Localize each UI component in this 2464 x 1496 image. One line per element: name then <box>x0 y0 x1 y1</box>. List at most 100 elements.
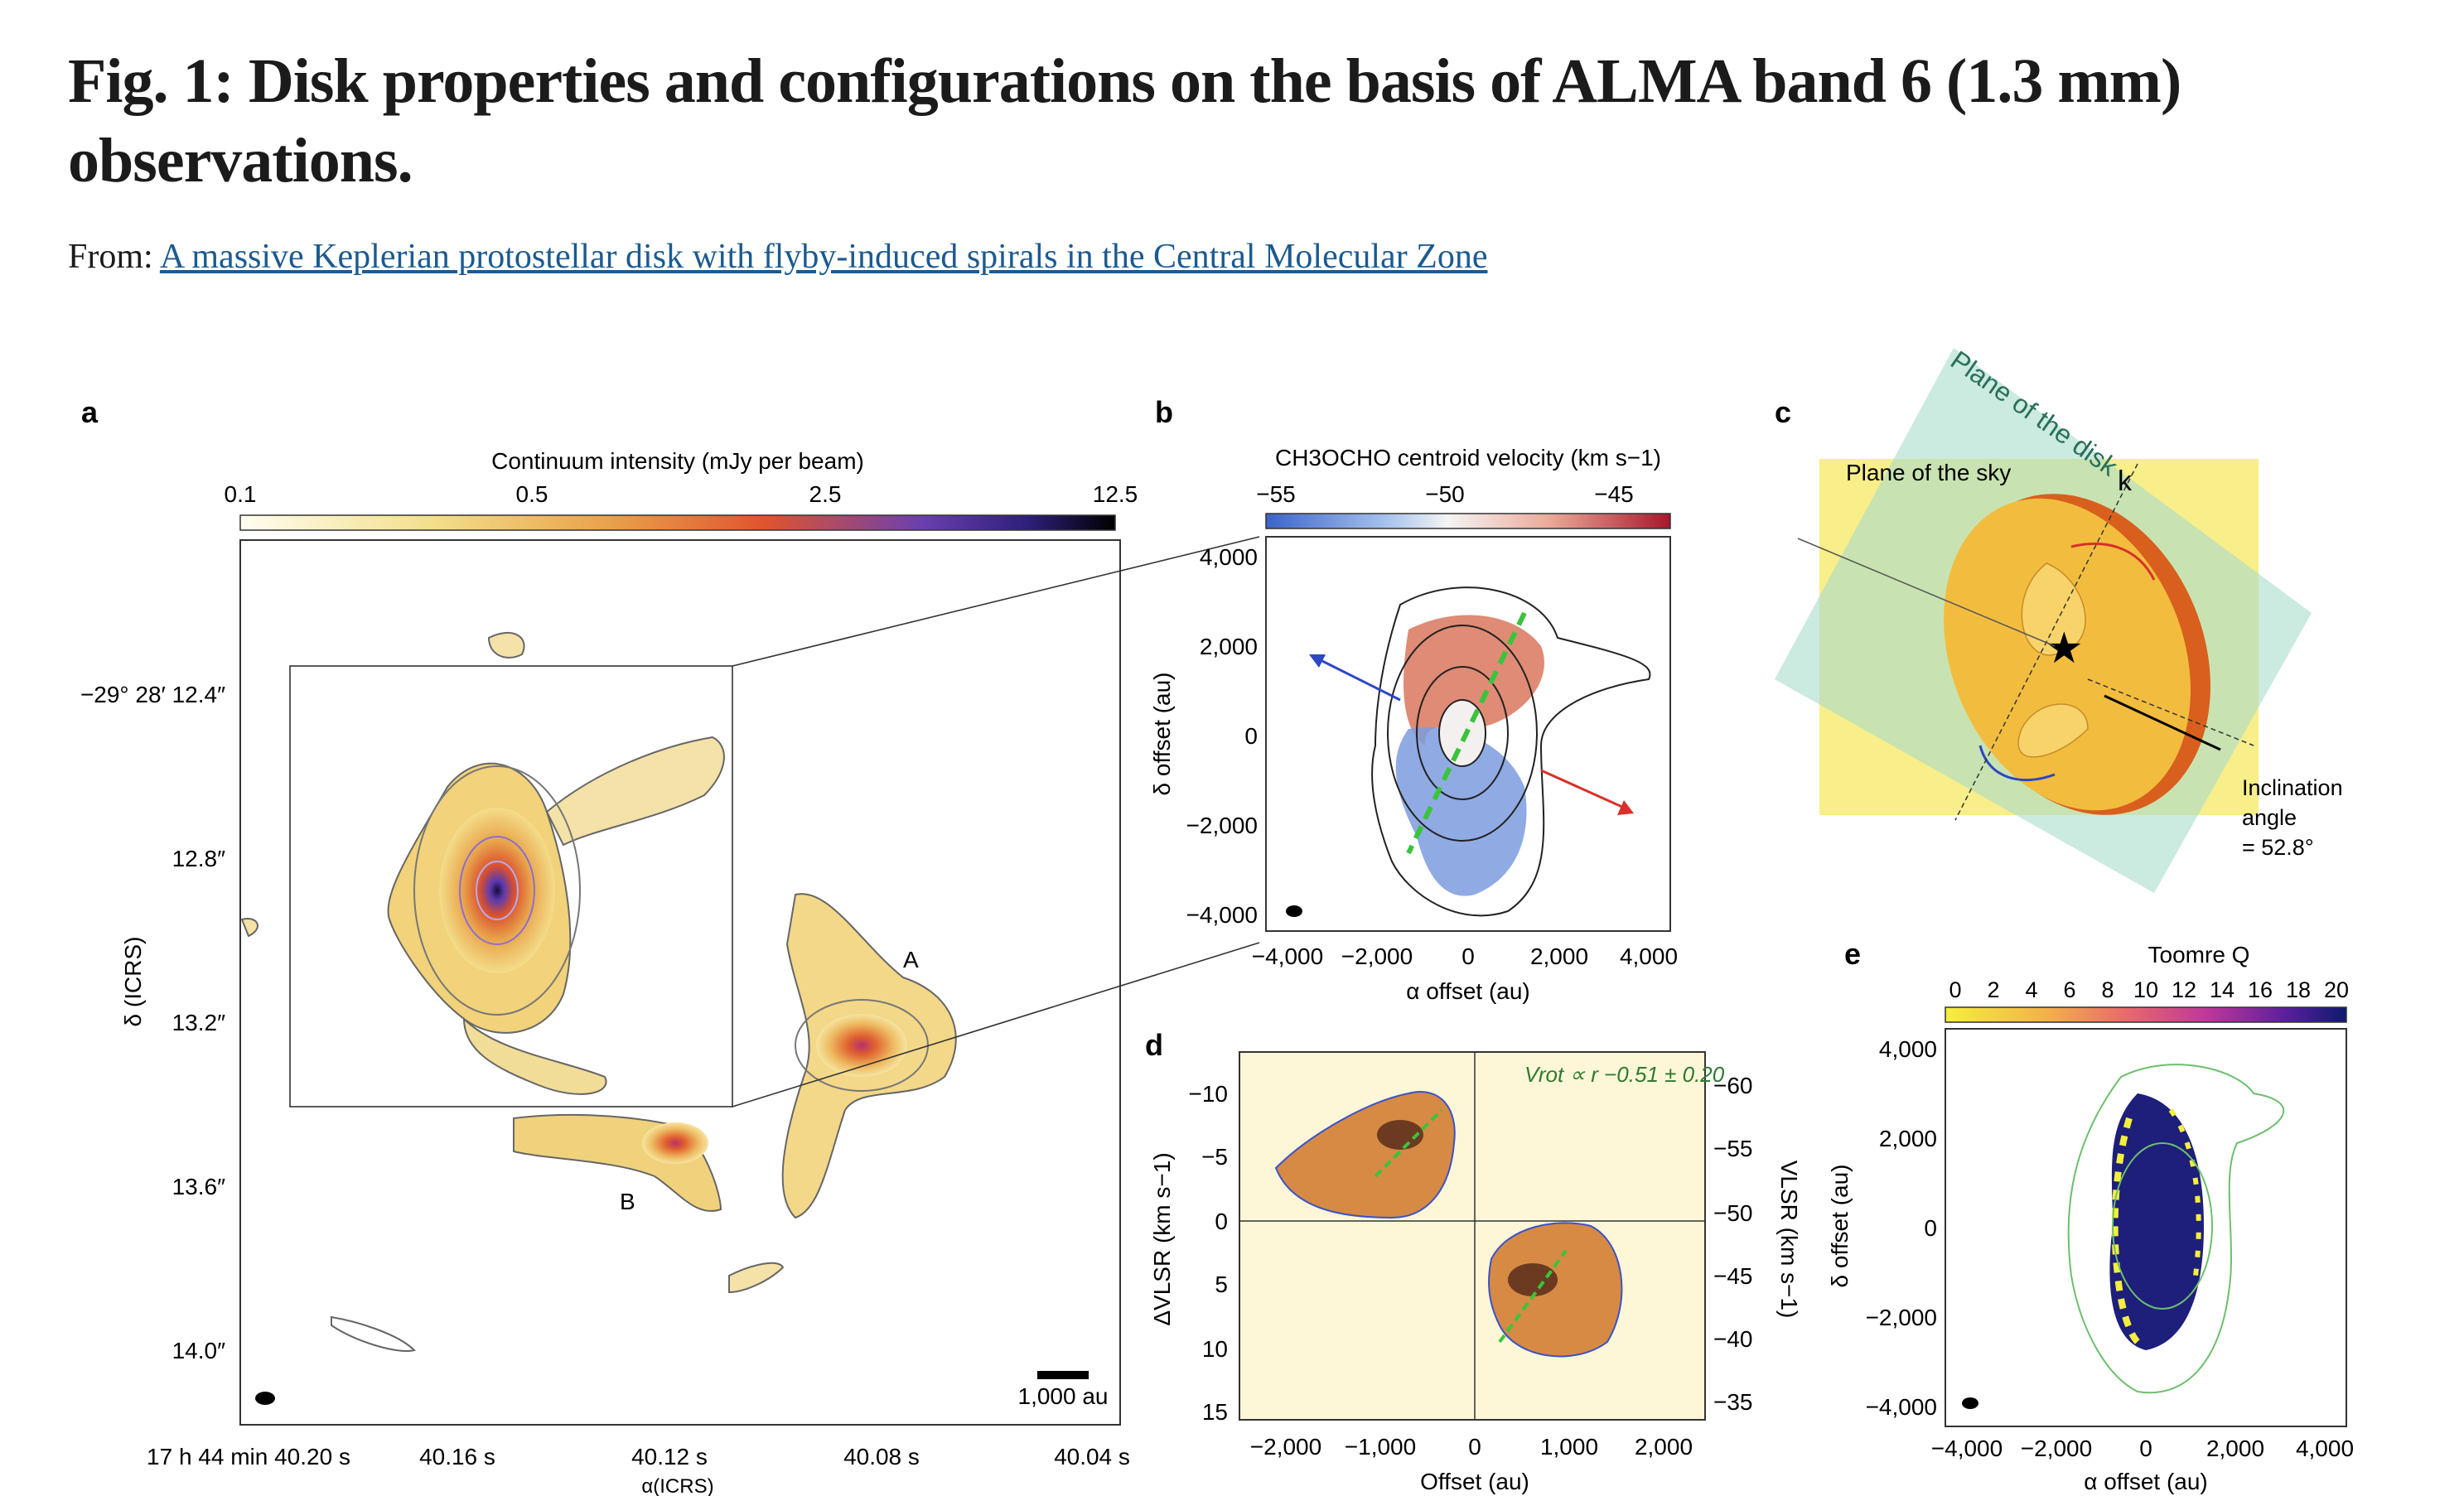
blueshift-arrowhead <box>1309 654 1326 668</box>
panel-d-letter: d <box>1145 1028 1163 1062</box>
panel-e-xlabel: α offset (au) <box>2084 1469 2208 1494</box>
panel-a-xlabel: α(ICRS) <box>641 1475 713 1496</box>
ytick-b: 2,000 <box>1200 634 1258 659</box>
figure-title: Fig. 1: Disk properties and configuratio… <box>68 46 2181 195</box>
cbar-e-tick: 18 <box>2286 977 2311 1002</box>
keplerian-fit <box>1498 1249 1568 1344</box>
cbar-e-tick: 4 <box>2025 977 2037 1002</box>
ytick-d-left: −10 <box>1189 1081 1229 1107</box>
sky-normal <box>1797 538 2056 647</box>
cbar-e-tick: 20 <box>2324 977 2349 1002</box>
panel-b-xlabel: α offset (au) <box>1406 978 1530 1004</box>
ytick-d-right: −50 <box>1713 1200 1753 1226</box>
xtick-d: 2,000 <box>1635 1434 1693 1460</box>
xtick-e: −2,000 <box>2021 1436 2092 1461</box>
panel-d-xlabel: Offset (au) <box>1420 1469 1529 1494</box>
cbar-b-tick: −45 <box>1594 481 1634 507</box>
ytick-e: −2,000 <box>1866 1305 1937 1330</box>
panel-e-colorbar-title: Toomre Q <box>2148 942 2250 968</box>
xtick-b: 0 <box>1461 943 1475 969</box>
keplerian-fit <box>1374 1108 1443 1178</box>
ytick-d-right: −35 <box>1713 1389 1753 1415</box>
emission-fragment <box>240 918 258 938</box>
cbar-e-tick: 8 <box>2101 977 2114 1002</box>
panel-d-frame <box>1239 1051 1706 1421</box>
panel-a-yticks: −29° 28′ 12.4″ 12.8″ 13.2″ 13.6″ 14.0″ <box>80 682 225 1363</box>
emission-core-a <box>816 1014 907 1077</box>
ytick-b: −4,000 <box>1186 902 1258 928</box>
redshift-arrowhead <box>1617 800 1634 815</box>
cbar-a-tick: 12.5 <box>1093 481 1138 507</box>
xtick-a: 40.08 s <box>843 1444 920 1469</box>
ytick-d-left: 5 <box>1215 1272 1228 1297</box>
xtick-a: 40.16 s <box>419 1444 495 1469</box>
xtick-e: 0 <box>2139 1436 2152 1461</box>
from-label: From: <box>68 238 153 276</box>
cbar-e-tick: 2 <box>1987 977 1999 1002</box>
spiral-arm <box>2021 562 2086 656</box>
contour <box>459 836 535 945</box>
contour <box>413 765 581 1016</box>
xtick-d: −1,000 <box>1345 1434 1416 1460</box>
velocity-blue-lobe <box>1395 727 1527 896</box>
scalebar-label: 1,000 au <box>1018 1383 1109 1409</box>
article-link[interactable]: A massive Keplerian protostellar disk wi… <box>159 238 1488 276</box>
panel-a-frame <box>239 539 1121 1426</box>
zoom-box <box>289 665 733 1108</box>
panel-d: d Vrot ∝ r −0.51 ± 0.20 −10 −5 0 5 10 15… <box>1145 1028 1802 1494</box>
inclination-line <box>2087 678 2254 746</box>
ytick-d-left: 10 <box>1202 1336 1228 1362</box>
fit-label: Vrot ∝ r −0.51 ± 0.20 <box>1524 1062 1725 1087</box>
panel-a-ylabel: δ (ICRS) <box>120 937 146 1027</box>
cbar-e-tick: 16 <box>2248 977 2273 1002</box>
pv-redshift-lobe <box>1488 1222 1623 1358</box>
panel-e-ylabel: δ offset (au) <box>1827 1165 1853 1288</box>
ytick-a: 13.2″ <box>172 1010 225 1035</box>
spiral-arm <box>2017 703 2089 758</box>
ytick-d-left: −5 <box>1201 1144 1228 1170</box>
beam <box>255 1392 275 1405</box>
cbar-e-tick: 0 <box>1949 977 1961 1002</box>
inclination-label-line3: = 52.8° <box>2242 835 2314 860</box>
source-b-label: B <box>620 1189 635 1214</box>
emission-arm <box>545 736 725 847</box>
zoom-line <box>732 942 1260 1108</box>
cbar-a-tick: 2.5 <box>809 481 842 507</box>
contour <box>2112 1142 2213 1310</box>
pv-peak <box>1508 1263 1558 1296</box>
xtick-b: 2,000 <box>1530 943 1588 969</box>
panel-d-ylabel-right: VLSR (km s−1) <box>1776 1161 1802 1319</box>
ytick-d-right: −45 <box>1713 1263 1753 1289</box>
ytick-d-left: 0 <box>1215 1209 1228 1234</box>
panel-e-yticks: 4,000 2,000 0 −2,000 −4,000 <box>1866 1036 1937 1420</box>
k-vector-label: k <box>2118 466 2133 497</box>
disk-major-axis <box>1406 611 1527 855</box>
cbar-e-tick: 14 <box>2210 977 2235 1002</box>
ytick-a: 14.0″ <box>172 1338 225 1363</box>
panel-e-xticks: −4,000 −2,000 0 2,000 4,000 <box>1931 1436 2354 1461</box>
panel-a-letter: a <box>81 395 99 429</box>
panel-d-ylabel-left: ΔVLSR (km s−1) <box>1149 1152 1175 1325</box>
ytick-d-right: −60 <box>1713 1073 1753 1098</box>
ytick-e: 4,000 <box>1879 1036 1937 1062</box>
panel-d-xticks: −2,000 −1,000 0 1,000 2,000 <box>1250 1434 1693 1460</box>
panel-a-colorbar-ticks: 0.1 0.5 2.5 12.5 <box>225 481 1138 507</box>
zoom-line <box>732 536 1260 667</box>
ytick-d-right: −40 <box>1713 1326 1753 1352</box>
ytick-a: −29° 28′ 12.4″ <box>80 682 225 707</box>
cbar-b-tick: −50 <box>1425 481 1465 507</box>
cbar-e-tick: 12 <box>2172 977 2196 1002</box>
cbar-a-tick: 0.1 <box>225 481 257 507</box>
panel-b-yticks: 4,000 2,000 0 −2,000 −4,000 <box>1186 544 1258 928</box>
ytick-a: 13.6″ <box>172 1174 225 1199</box>
scalebar <box>1037 1371 1089 1379</box>
inclination-pointer <box>2104 694 2221 751</box>
panel-d-yticks-right: −60 −55 −50 −45 −40 −35 <box>1713 1073 1753 1415</box>
emission-fragment <box>728 1262 785 1294</box>
xtick-e: 4,000 <box>2296 1436 2354 1461</box>
panel-b-ylabel: δ offset (au) <box>1149 673 1175 796</box>
source-line: From: A massive Keplerian protostellar d… <box>68 237 1487 277</box>
toomre-edge-yellow <box>2168 1108 2201 1276</box>
cbar-e-tick: 10 <box>2133 977 2158 1002</box>
panel-b-letter: b <box>1155 395 1173 429</box>
